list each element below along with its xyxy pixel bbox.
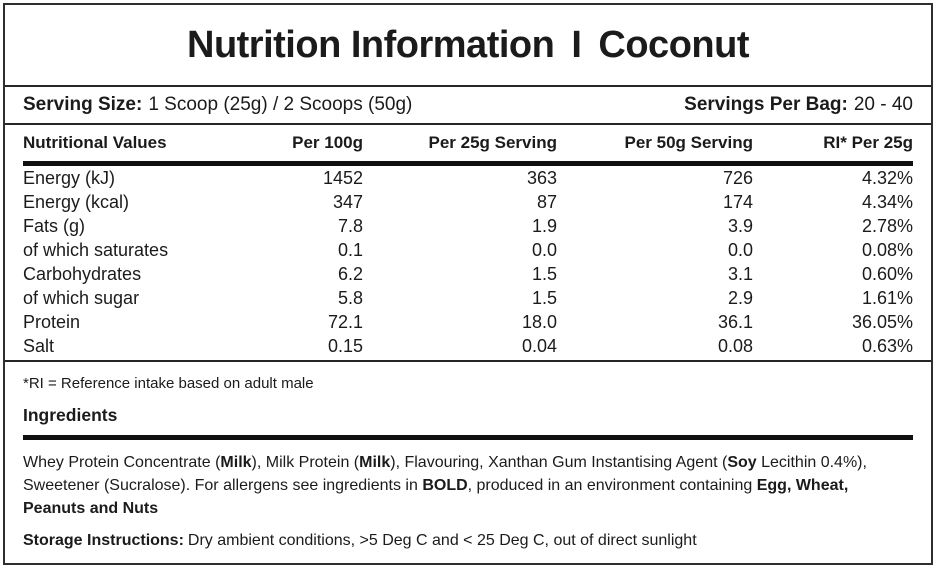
row-per-50g: 36.1 <box>717 311 753 332</box>
ingredients-part: , produced in an environment containing <box>467 477 757 494</box>
row-per-25g: 1.5 <box>531 287 557 308</box>
row-label: Energy (kcal) <box>23 191 130 212</box>
row-label: of which sugar <box>23 287 140 308</box>
header-ri-per-25g: RI* Per 25g <box>823 133 913 152</box>
row-per-100g: 1452 <box>322 167 363 188</box>
row-per-25g: 1.5 <box>531 263 557 284</box>
row-per-100g: 0.1 <box>337 239 363 260</box>
row-label: Protein <box>23 311 81 332</box>
table-row: Carbohydrates 6.2 1.5 3.1 0.60% <box>23 262 913 286</box>
title-separator: I <box>571 23 582 66</box>
page-title: Nutrition Information I Coconut <box>5 5 931 87</box>
nutrition-label: Nutrition Information I Coconut Serving … <box>3 3 933 565</box>
serving-size: Serving Size: 1 Scoop (25g) / 2 Scoops (5… <box>23 94 412 116</box>
header-per-50g-serving: Per 50g Serving <box>624 133 753 152</box>
table-row: Salt 0.15 0.04 0.08 0.63% <box>23 334 913 358</box>
row-per-50g: 174 <box>722 191 753 212</box>
row-per-100g: 72.1 <box>327 311 363 332</box>
row-per-50g: 726 <box>722 167 753 188</box>
row-ri-per-25g: 36.05% <box>851 311 913 332</box>
row-per-25g: 1.9 <box>531 215 557 236</box>
header-divider-rule <box>23 161 913 166</box>
serving-size-label: Serving Size: <box>23 94 143 115</box>
servings-per-bag-value: 20 - 40 <box>853 94 913 115</box>
storage-instructions-label: Storage Instructions: <box>23 532 184 549</box>
table-header-row: Nutritional Values Per 100g Per 25g Serv… <box>23 125 913 161</box>
row-per-100g: 5.8 <box>337 287 363 308</box>
row-label: Carbohydrates <box>23 263 142 284</box>
row-ri-per-25g: 2.78% <box>861 215 913 236</box>
row-label: Fats (g) <box>23 215 86 236</box>
allergen-milk: Milk <box>359 454 391 471</box>
row-label: Salt <box>23 335 55 356</box>
servings-per-bag: Servings Per Bag: 20 - 40 <box>684 94 913 116</box>
bold-emphasis: BOLD <box>422 477 468 494</box>
table-row: Energy (kJ) 1452 363 726 4.32% <box>23 166 913 190</box>
row-label: Energy (kJ) <box>23 167 116 188</box>
ingredients-part: ), Flavouring, Xanthan Gum Instantising … <box>390 454 728 471</box>
nutrition-table: Nutritional Values Per 100g Per 25g Serv… <box>5 125 931 358</box>
row-ri-per-25g: 4.32% <box>861 167 913 188</box>
row-per-50g: 3.1 <box>727 263 753 284</box>
row-per-50g: 0.0 <box>727 239 753 260</box>
serving-info-row: Serving Size: 1 Scoop (25g) / 2 Scoops (5… <box>5 87 931 125</box>
header-per-100g: Per 100g <box>292 133 363 152</box>
header-nutritional-values: Nutritional Values <box>23 133 167 152</box>
table-row: of which saturates 0.1 0.0 0.0 0.08% <box>23 238 913 262</box>
ingredients-text: Whey Protein Concentrate (Milk), Milk Pr… <box>5 440 917 520</box>
ingredients-part: Lecithin 0.4%), Sweetener (Sucralose). F… <box>23 454 867 494</box>
row-ri-per-25g: 0.60% <box>861 263 913 284</box>
table-bottom-rule <box>5 360 931 362</box>
servings-per-bag-label: Servings Per Bag: <box>684 94 848 115</box>
title-product-section: Nutrition Information <box>187 23 555 66</box>
row-label: of which saturates <box>23 239 169 260</box>
storage-instructions: Storage Instructions: Dry ambient conditi… <box>5 520 931 550</box>
table-row: Protein 72.1 18.0 36.1 36.05% <box>23 310 913 334</box>
table-row: of which sugar 5.8 1.5 2.9 1.61% <box>23 286 913 310</box>
allergen-milk: Milk <box>220 454 252 471</box>
row-ri-per-25g: 0.08% <box>861 239 913 260</box>
reference-intake-footnote: *RI = Reference intake based on adult ma… <box>23 375 314 392</box>
row-per-100g: 6.2 <box>337 263 363 284</box>
allergen-list: Egg, Wheat, Peanuts and Nuts <box>23 477 849 517</box>
ingredients-part: Whey Protein Concentrate ( <box>23 454 221 471</box>
table-row: Energy (kcal) 347 87 174 4.34% <box>23 190 913 214</box>
storage-instructions-text: Dry ambient conditions, >5 Deg C and < 2… <box>187 532 697 549</box>
row-per-25g: 0.04 <box>521 335 557 356</box>
row-per-25g: 363 <box>526 167 557 188</box>
row-ri-per-25g: 0.63% <box>861 335 913 356</box>
title-flavour: Coconut <box>598 23 749 66</box>
serving-size-value: 1 Scoop (25g) / 2 Scoops (50g) <box>148 94 413 115</box>
row-per-50g: 0.08 <box>717 335 753 356</box>
row-per-100g: 347 <box>332 191 363 212</box>
ingredients-divider-rule <box>23 435 913 440</box>
row-per-50g: 3.9 <box>727 215 753 236</box>
row-ri-per-25g: 1.61% <box>861 287 913 308</box>
row-per-100g: 0.15 <box>327 335 363 356</box>
table-row: Fats (g) 7.8 1.9 3.9 2.78% <box>23 214 913 238</box>
row-per-100g: 7.8 <box>337 215 363 236</box>
row-per-25g: 18.0 <box>521 311 557 332</box>
row-per-25g: 87 <box>536 191 557 212</box>
row-per-50g: 2.9 <box>727 287 753 308</box>
allergen-soy: Soy <box>727 454 757 471</box>
row-per-25g: 0.0 <box>531 239 557 260</box>
ingredients-part: ), Milk Protein ( <box>251 454 360 471</box>
ingredients-heading: Ingredients <box>23 405 118 425</box>
row-ri-per-25g: 4.34% <box>861 191 913 212</box>
header-per-25g-serving: Per 25g Serving <box>428 133 557 152</box>
